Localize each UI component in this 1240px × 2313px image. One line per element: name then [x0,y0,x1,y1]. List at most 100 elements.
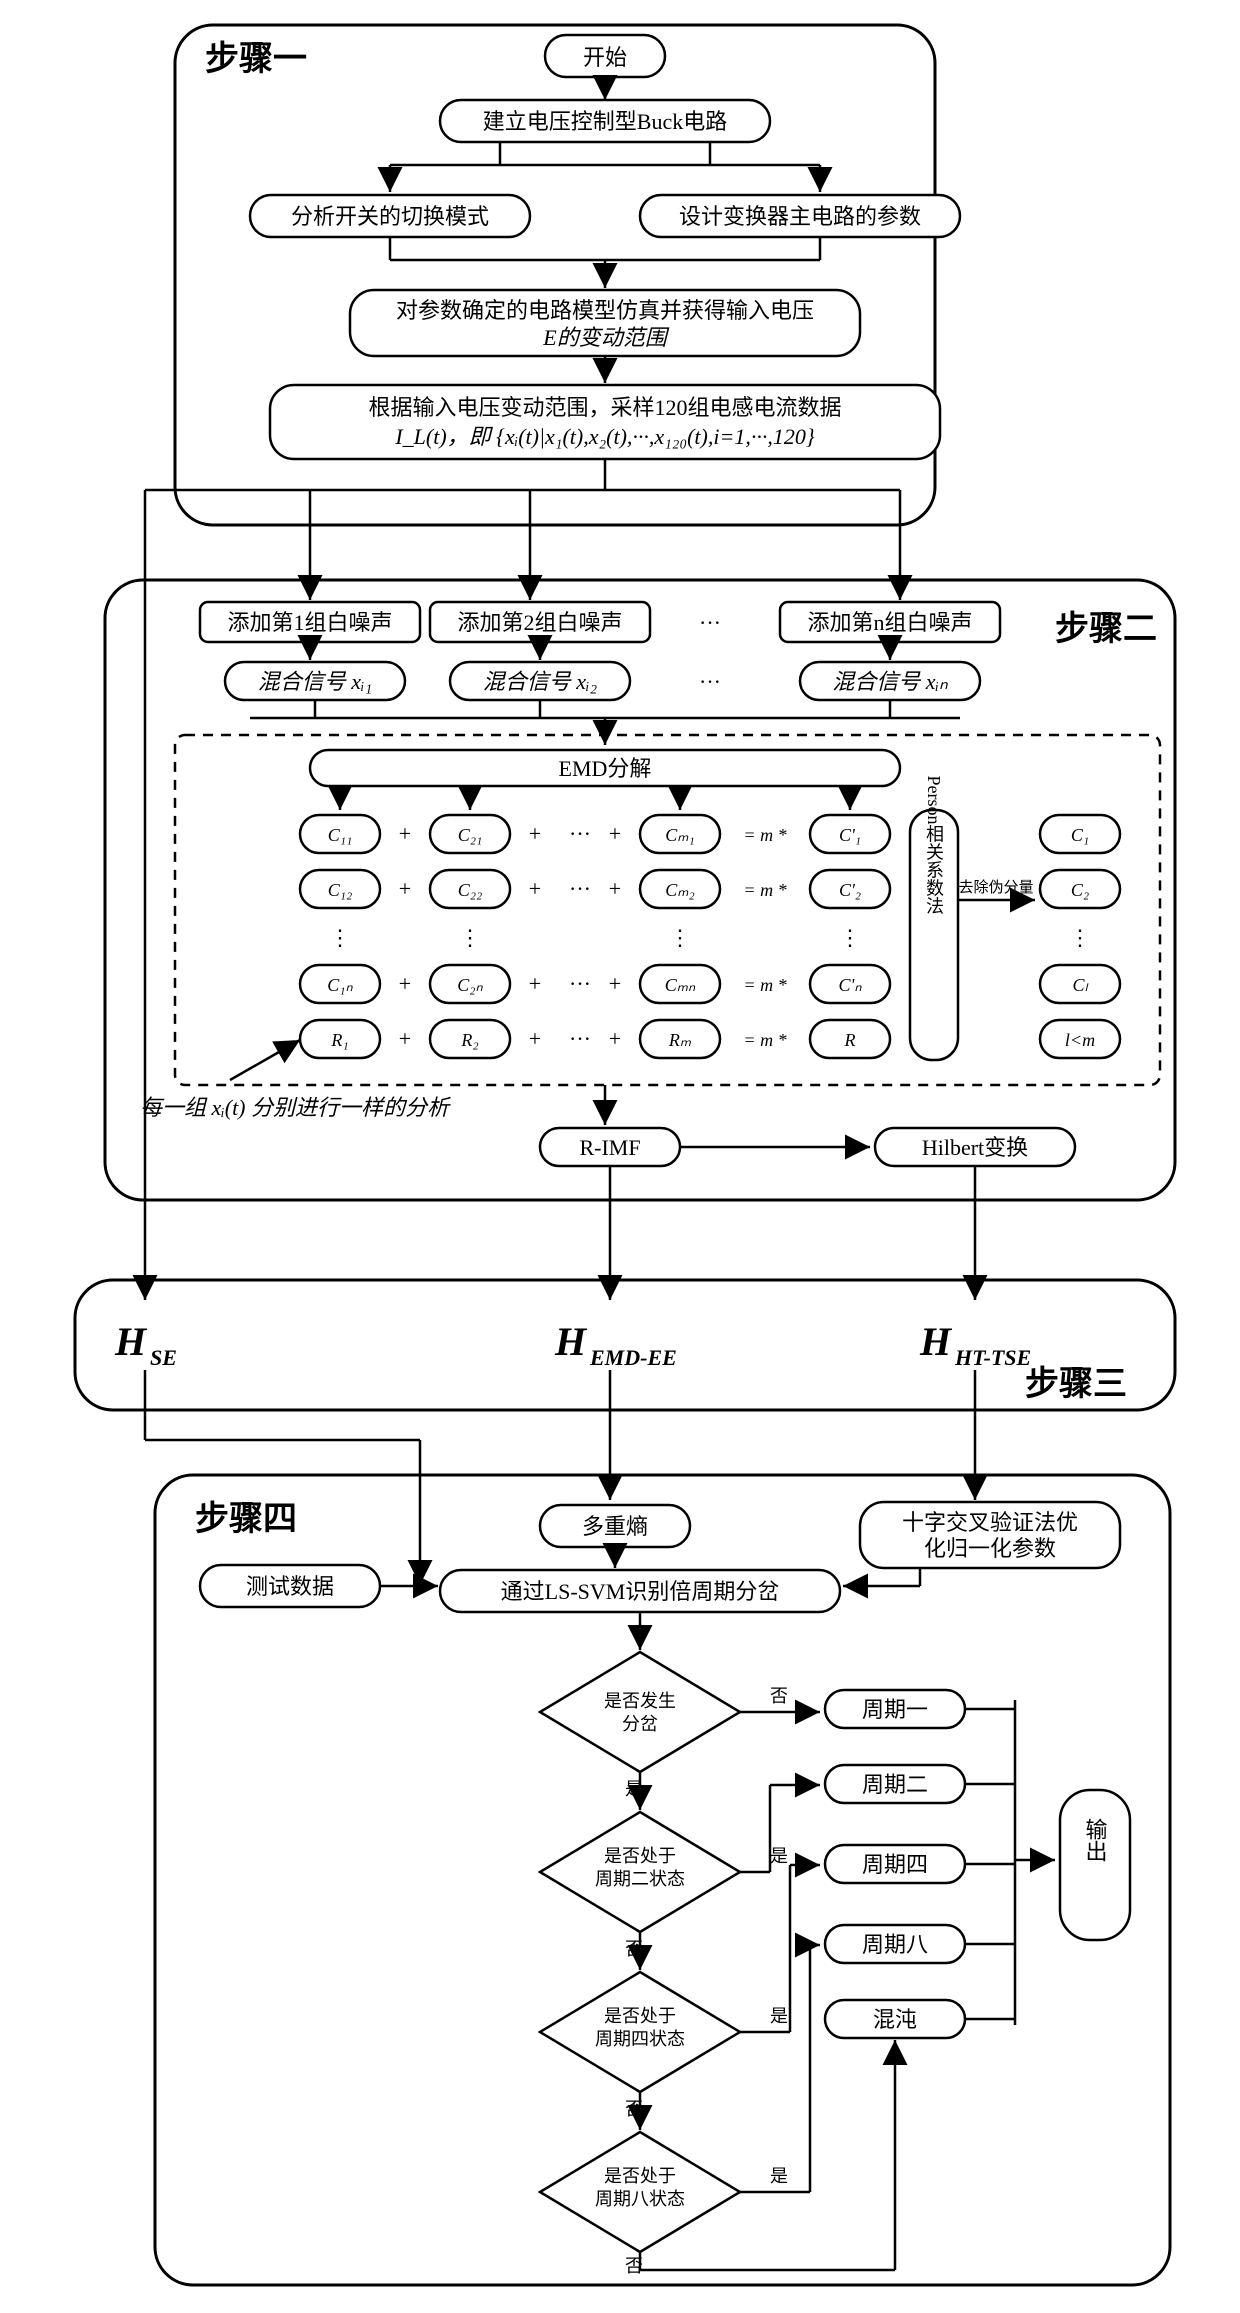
emd-text: EMD分解 [559,756,652,781]
cf1: C₁ [1071,825,1089,845]
cp1: C'₁ [839,825,861,845]
p4-text: 周期四 [862,1852,928,1877]
cv-l1: 十字交叉验证法优 [902,1510,1078,1535]
svg-text:周期四状态: 周期四状态 [595,2029,685,2049]
remove-fake-label: 去除伪分量 [958,879,1033,896]
r: R [844,1030,856,1050]
diamond3: 是否处于 周期四状态 [540,1972,740,2092]
plus: + [399,821,411,846]
s1-n2b-text: 设计变换器主电路的参数 [679,204,921,229]
svg-text:+: + [529,876,541,901]
mix1-text: 混合信号 xᵢ₁ [258,669,372,694]
cpn: C'ₙ [838,975,862,995]
diamond4: 是否处于 周期八状态 [540,2132,740,2252]
multi-entropy-text: 多重熵 [582,1514,648,1539]
svg-text:+: + [529,971,541,996]
svg-text:+: + [609,971,621,996]
diamond1: 是否发生 分岔 [540,1652,740,1772]
diamond2: 是否处于 周期二状态 [540,1812,740,1932]
noise2-text: 添加第2组白噪声 [457,610,622,635]
svg-text:⋮: ⋮ [459,925,481,950]
p2-text: 周期二 [862,1772,928,1797]
svg-text:⋮: ⋮ [669,925,691,950]
svg-text:+: + [399,1026,411,1051]
eqm: = m * [743,825,786,845]
svg-text:···: ··· [569,1026,591,1051]
svg-text:⋮: ⋮ [1069,925,1091,950]
svg-text:是否处于: 是否处于 [604,2166,676,2186]
svg-text:+: + [529,821,541,846]
emd-colprime: C'₁ C'₂ ⋮ C'ₙ R [810,815,890,1058]
mixn-text: 混合信号 xᵢₙ [832,669,948,694]
svg-text:是否发生: 是否发生 [604,1691,676,1711]
svg-text:分岔: 分岔 [622,1714,658,1734]
noise1-text: 添加第1组白噪声 [227,610,392,635]
rimf-text: R-IMF [579,1135,640,1160]
mix2-text: 混合信号 xᵢ₂ [483,669,598,694]
d1-no: 否 [770,1686,788,1706]
emd-colfinal: C₁ C₂ ⋮ Cₗ l<m [1040,815,1120,1058]
output-node [1060,1790,1130,1940]
noisen-text: 添加第n组白噪声 [807,610,972,635]
s1-n1-text: 建立电压控制型Buck电路 [483,109,727,134]
s1-n4-l2: I_L(t)，即 {xᵢ(t)|x₁(t),x₂(t),···,x₁₂₀(t),… [394,424,814,449]
step4-label: 步骤四 [195,1500,297,1538]
s1-n4-l1: 根据输入电压变动范围，采样120组电感电流数据 [368,395,841,420]
start-text: 开始 [583,45,627,70]
svg-text:+: + [529,1026,541,1051]
svg-text:周期八状态: 周期八状态 [595,2189,685,2209]
c22: C₂₂ [458,880,483,900]
cv-l2: 化归一化参数 [924,1536,1056,1561]
hht-sub: HT-TSE [954,1345,1031,1370]
emd-col1: C₁₁ C₁₂ ⋮ C₁ₙ R₁ [300,815,380,1058]
svg-text:+: + [399,876,411,901]
step1-label: 步骤一 [205,40,307,78]
c1n: C₁ₙ [327,975,353,995]
rm: Rₘ [668,1030,692,1050]
emd-colm: Cₘ₁ Cₘ₂ ⋮ Cₘₙ Rₘ [640,815,720,1058]
cfl: Cₗ [1073,975,1090,995]
svg-text:+: + [609,821,621,846]
svg-text:+: + [609,876,621,901]
p1-text: 周期一 [862,1697,928,1722]
hht: H [919,1319,953,1364]
svg-text:是否处于: 是否处于 [604,1846,676,1866]
d4-yes: 是 [770,2166,788,2186]
svg-text:···: ··· [569,971,591,996]
llm: l<m [1065,1030,1095,1050]
step2-label: 步骤二 [1055,610,1157,648]
output-text: 输出 [1083,1818,1108,1862]
s1-n3-l1: 对参数确定的电路模型仿真并获得输入电压 [396,298,814,323]
svg-text:···: ··· [569,876,591,901]
s1-n2a-text: 分析开关的切换模式 [291,204,489,229]
each-group-note: 每一组 xᵢ(t) 分别进行一样的分析 [140,1095,452,1120]
hilbert-text: Hilbert变换 [922,1135,1028,1160]
test-data-text: 测试数据 [246,1574,334,1599]
svg-text:⋮: ⋮ [329,925,351,950]
cm2: Cₘ₂ [665,880,694,900]
c11: C₁₁ [328,825,353,845]
mix-dots: ··· [699,669,721,694]
c12: C₁₂ [328,880,353,900]
p8-text: 周期八 [862,1932,928,1957]
cf2: C₂ [1071,880,1089,900]
r2: R₂ [460,1030,478,1050]
cm1: Cₘ₁ [665,825,694,845]
step3-label: 步骤三 [1025,1365,1127,1403]
svg-text:+: + [609,1026,621,1051]
r1: R₁ [330,1030,348,1050]
svg-text:是否处于: 是否处于 [604,2006,676,2026]
s1-n3-l2: E的变动范围 [542,325,669,350]
cp2: C'₂ [839,880,861,900]
hse-sub: SE [150,1345,177,1370]
lssvm-text: 通过LS-SVM识别倍周期分岔 [501,1579,780,1604]
pearson-text: Person相关系数法 [924,776,944,915]
noise-dots: ··· [699,610,721,635]
cmn: Cₘₙ [665,975,696,995]
d2-yes: 是 [770,1846,788,1866]
c2n: C₂ₙ [457,975,483,995]
svg-text:···: ··· [569,821,591,846]
c21: C₂₁ [458,825,483,845]
d3-yes: 是 [770,2006,788,2026]
svg-text:⋮: ⋮ [839,925,861,950]
